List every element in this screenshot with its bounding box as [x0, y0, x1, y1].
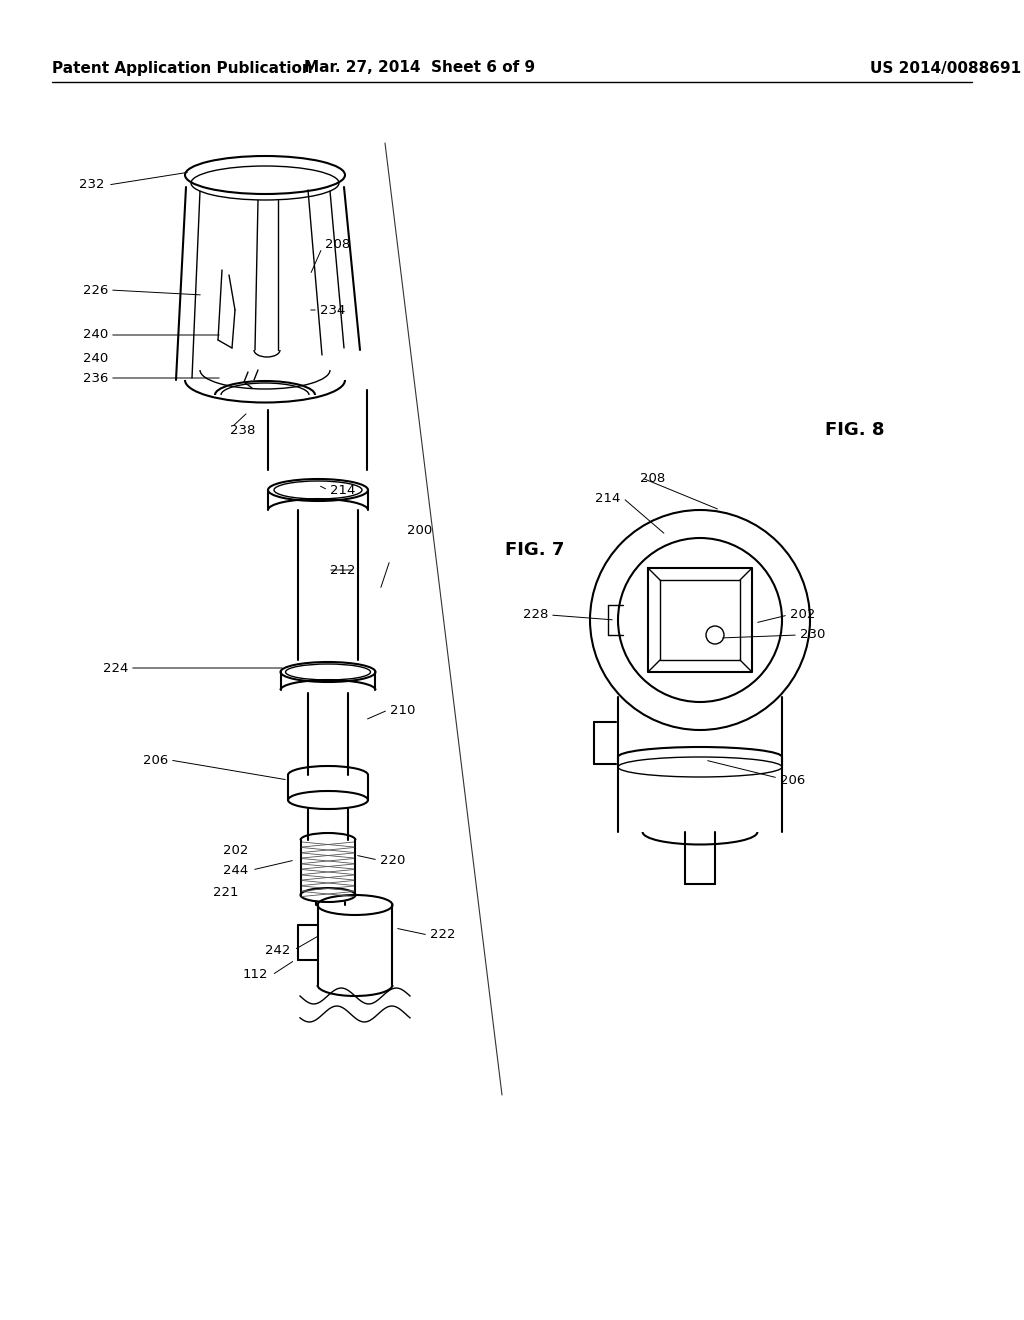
Text: 212: 212 [330, 564, 355, 577]
Text: 236: 236 [83, 371, 108, 384]
Text: 220: 220 [380, 854, 406, 866]
Text: 202: 202 [222, 843, 248, 857]
Text: 214: 214 [330, 483, 355, 496]
Text: 112: 112 [243, 969, 268, 982]
Text: 240: 240 [83, 351, 108, 364]
Text: 222: 222 [430, 928, 456, 941]
Text: 242: 242 [264, 944, 290, 957]
Text: 208: 208 [325, 239, 350, 252]
Text: 238: 238 [230, 424, 255, 437]
Text: 232: 232 [80, 178, 105, 191]
Text: 224: 224 [102, 661, 128, 675]
Text: 214: 214 [595, 491, 620, 504]
Text: 210: 210 [390, 704, 416, 717]
Text: Patent Application Publication: Patent Application Publication [52, 61, 312, 75]
Text: 202: 202 [790, 609, 815, 622]
Text: 206: 206 [780, 774, 805, 787]
Text: 244: 244 [223, 863, 248, 876]
Text: 208: 208 [640, 471, 666, 484]
Text: 228: 228 [522, 609, 548, 622]
Text: 200: 200 [408, 524, 432, 536]
Text: 206: 206 [142, 754, 168, 767]
Text: 230: 230 [800, 628, 825, 642]
Text: FIG. 8: FIG. 8 [825, 421, 885, 440]
Text: 234: 234 [319, 304, 345, 317]
Text: 240: 240 [83, 329, 108, 342]
Text: US 2014/0088691 A1: US 2014/0088691 A1 [870, 61, 1024, 75]
Text: FIG. 7: FIG. 7 [505, 541, 564, 558]
Text: Mar. 27, 2014  Sheet 6 of 9: Mar. 27, 2014 Sheet 6 of 9 [304, 61, 536, 75]
Text: 221: 221 [213, 887, 238, 899]
Text: 226: 226 [83, 284, 108, 297]
